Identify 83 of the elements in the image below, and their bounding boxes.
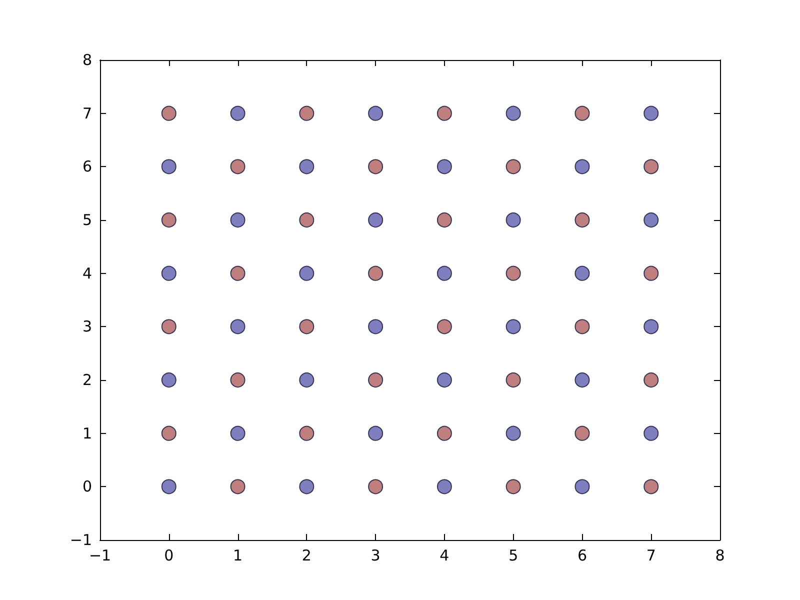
point (230, 106, 246, 121)
x-tick-label: 4 (440, 546, 450, 564)
point (506, 266, 521, 281)
x-tick-label: 0 (164, 546, 174, 564)
x-tick-label: 8 (715, 546, 725, 564)
point (574, 319, 590, 334)
point (299, 212, 314, 228)
x-tick-label: 1 (233, 546, 243, 564)
point (368, 426, 384, 441)
point (506, 479, 521, 494)
point (299, 106, 314, 121)
point (644, 106, 659, 121)
point (644, 479, 659, 494)
point (299, 479, 314, 494)
point (230, 159, 246, 174)
point (368, 266, 384, 281)
point (368, 479, 384, 494)
point (506, 372, 521, 388)
point (436, 212, 452, 228)
x-tick-label: 7 (646, 546, 656, 564)
x-tick-label: 6 (577, 546, 587, 564)
point (230, 266, 246, 281)
point (644, 319, 659, 334)
point (368, 159, 384, 174)
point (574, 106, 590, 121)
point (506, 319, 521, 334)
point (574, 426, 590, 441)
point (368, 319, 384, 334)
point (574, 372, 590, 388)
point (644, 372, 659, 388)
y-tick-label: 3 (82, 318, 92, 336)
point (368, 212, 384, 228)
x-tick-label: 5 (508, 546, 518, 564)
point (436, 106, 452, 121)
point (506, 212, 521, 228)
point (436, 266, 452, 281)
point (644, 266, 659, 281)
point (644, 426, 659, 441)
point (161, 319, 176, 334)
point (644, 159, 659, 174)
y-tick-label: 8 (82, 51, 92, 69)
y-tick-label: 1 (82, 424, 92, 442)
point (230, 426, 246, 441)
point (368, 372, 384, 388)
point (574, 212, 590, 228)
y-tick-label: 4 (82, 264, 92, 282)
point (230, 212, 246, 228)
y-tick-label: 6 (82, 158, 92, 176)
point (436, 479, 452, 494)
point (161, 479, 176, 494)
point (230, 479, 246, 494)
y-tick-label: 5 (82, 211, 92, 229)
point (299, 372, 314, 388)
y-tick-label: −1 (70, 531, 92, 549)
point (506, 106, 521, 121)
y-tick-label: 0 (82, 478, 92, 496)
point (574, 266, 590, 281)
point (506, 426, 521, 441)
point (299, 426, 314, 441)
point (230, 372, 246, 388)
y-tick-label: 7 (82, 104, 92, 122)
x-tick-label: 2 (302, 546, 312, 564)
point (161, 426, 176, 441)
point (161, 266, 176, 281)
y-tick-label: 2 (82, 371, 92, 389)
point (161, 212, 176, 228)
x-tick-label: 3 (370, 546, 380, 564)
point (644, 212, 659, 228)
point (436, 372, 452, 388)
point (161, 106, 176, 121)
point (436, 159, 452, 174)
point (574, 479, 590, 494)
point (299, 266, 314, 281)
point (161, 159, 176, 174)
point (299, 319, 314, 334)
point (230, 319, 246, 334)
point (368, 106, 384, 121)
point (161, 372, 176, 388)
point (506, 159, 521, 174)
point (436, 426, 452, 441)
point (436, 319, 452, 334)
point (574, 159, 590, 174)
point (299, 159, 314, 174)
